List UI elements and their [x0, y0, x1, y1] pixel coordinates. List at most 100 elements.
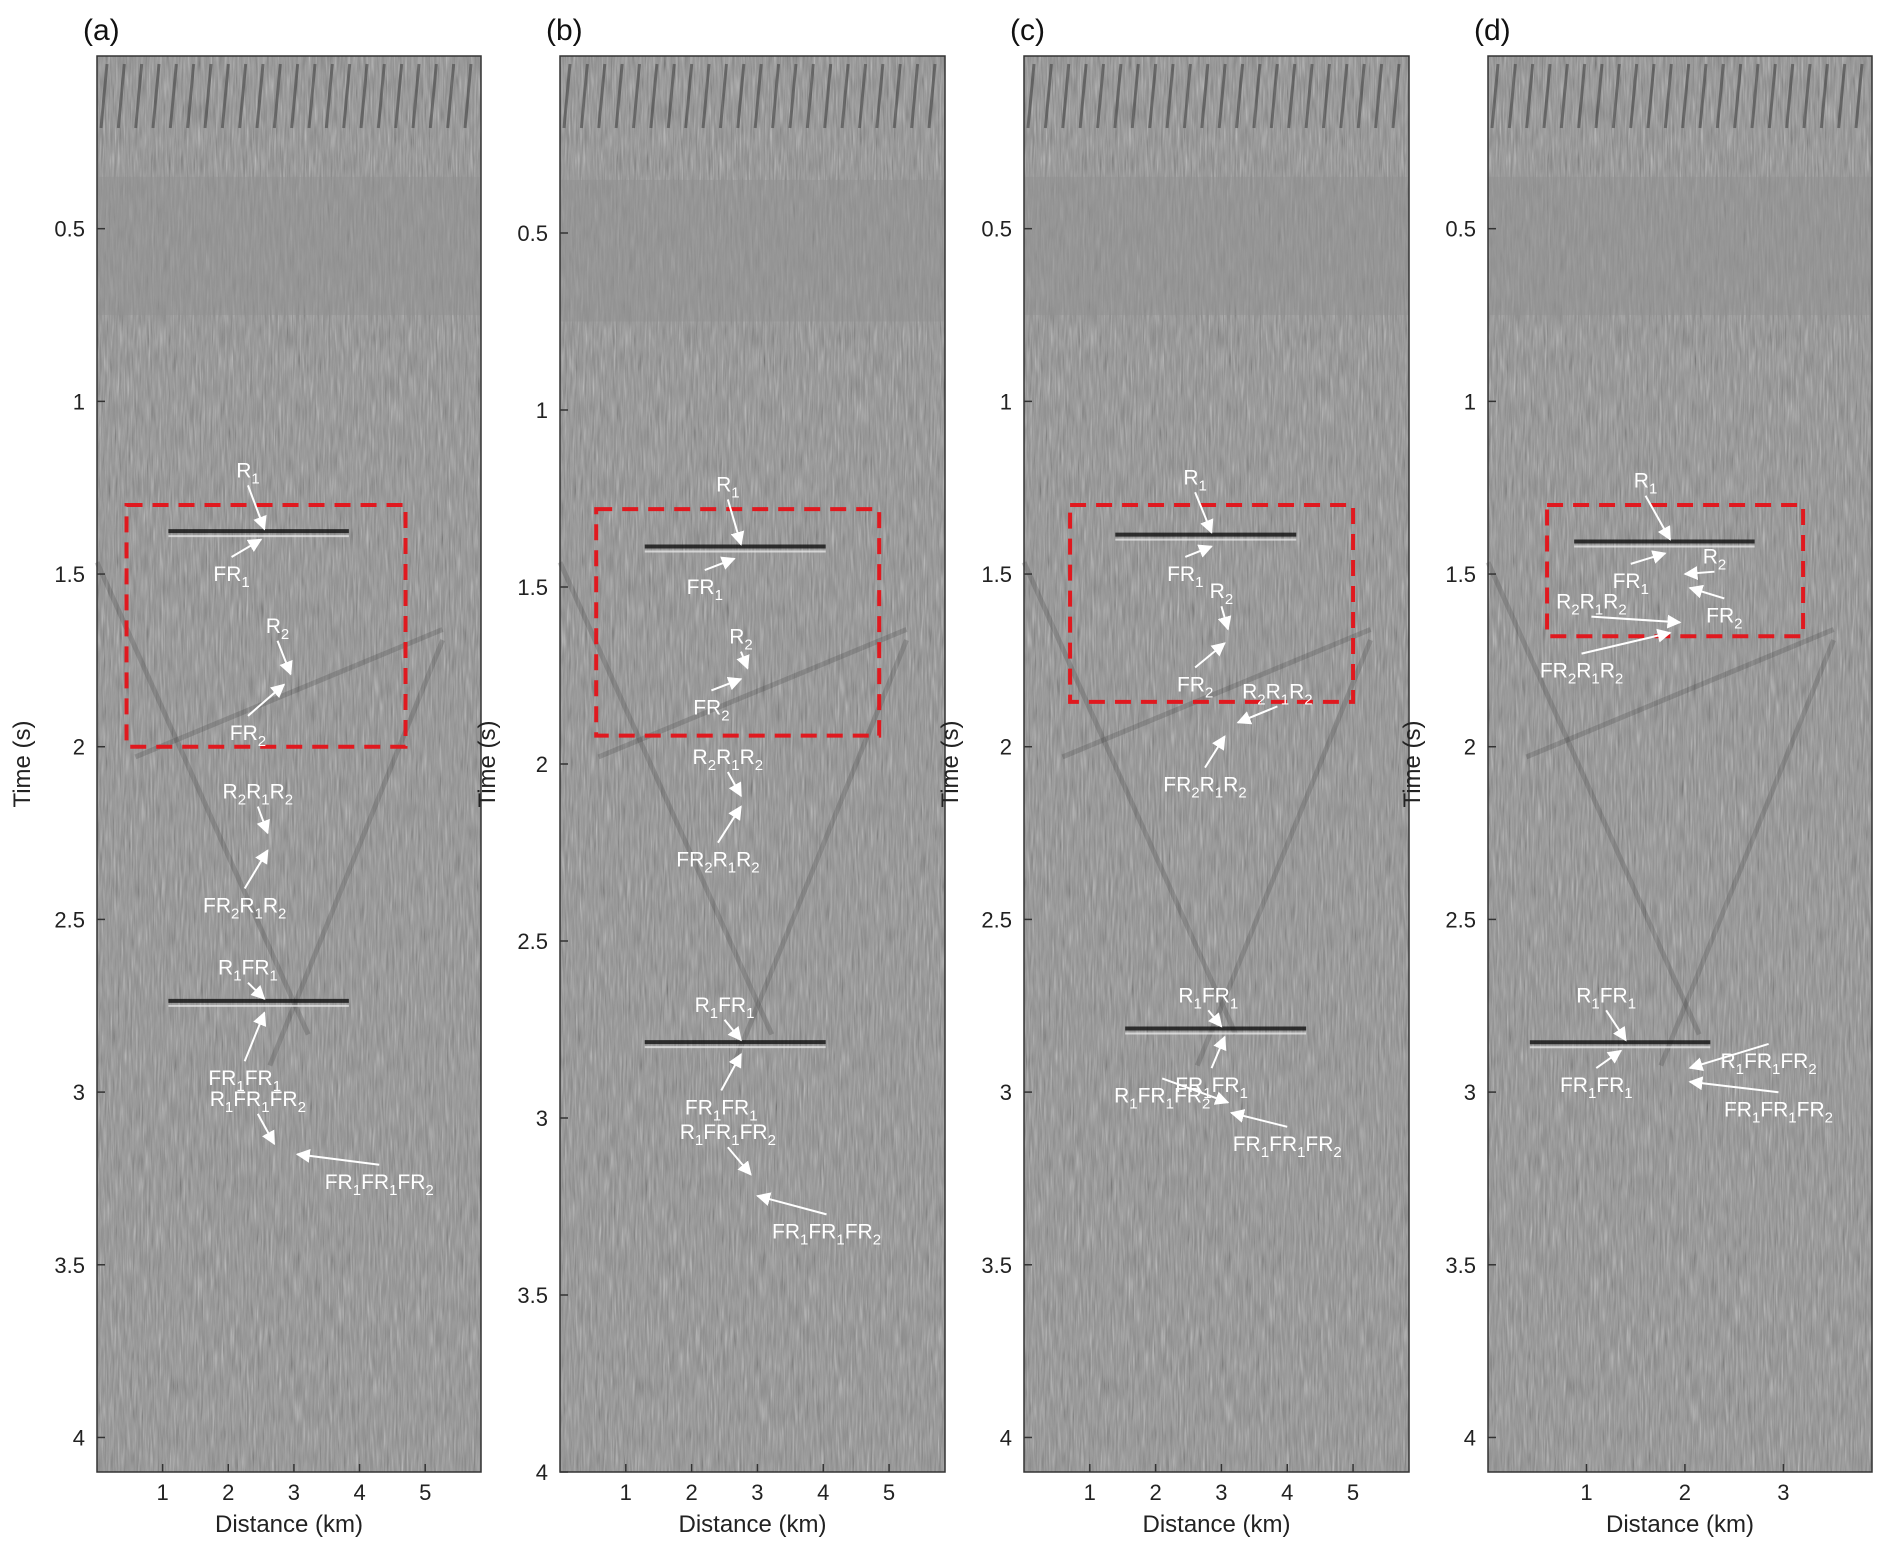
annotation-subscript: 1	[1195, 574, 1203, 591]
annotation-subscript: 2	[1191, 785, 1199, 802]
annotation-label: FR2	[693, 696, 729, 724]
y-tick-label: 3	[73, 1080, 85, 1105]
annotation-letter: FR	[1174, 1084, 1202, 1107]
annotation-label: R1	[716, 473, 740, 501]
annotation-letter: R	[693, 746, 708, 769]
dipping-event	[1485, 561, 1702, 1036]
annotation-letter: R	[1183, 466, 1198, 489]
y-tick-label: 1	[1000, 389, 1012, 414]
direct-wave-streak	[1542, 63, 1552, 129]
annotation-label: R1	[1183, 466, 1207, 494]
annotation-letter: FR	[1138, 1084, 1166, 1107]
annotation-letter: FR	[397, 1171, 425, 1194]
annotation-letter: R	[1703, 546, 1718, 569]
annotation-subscript: 2	[278, 906, 286, 923]
annotation-subscript: 1	[1788, 1109, 1796, 1126]
annotation-arrow	[247, 683, 286, 717]
annotation-subscript: 1	[270, 968, 278, 985]
annotation-label: R2	[266, 615, 290, 643]
y-tick-label: 4	[73, 1425, 85, 1450]
direct-wave-streak	[1715, 63, 1725, 129]
plot-frame	[96, 55, 482, 1473]
annotation-subscript: 2	[1808, 1061, 1816, 1078]
annotation-arrow	[1194, 491, 1214, 534]
annotation-letter: FR	[1233, 1133, 1261, 1156]
annotation-arrow	[1591, 614, 1682, 629]
direct-wave-streak	[736, 63, 746, 129]
annotation-label: R1	[236, 459, 260, 487]
annotation-subscript: 1	[261, 792, 269, 809]
annotation-letter: R	[236, 459, 251, 482]
annotation-subscript: 1	[1240, 1085, 1248, 1102]
direct-wave-streak	[428, 63, 438, 129]
direct-wave-streak	[1698, 63, 1708, 129]
annotation-subscript: 1	[731, 484, 739, 501]
annotation-subscript: 2	[285, 792, 293, 809]
x-tick-label: 2	[685, 1480, 697, 1505]
direct-wave-streak	[1681, 63, 1691, 129]
y-tick-label: 1	[536, 398, 548, 423]
annotation-subscript: 2	[755, 757, 763, 774]
annotation-subscript: 1	[1591, 671, 1599, 688]
direct-wave-streak	[666, 63, 676, 129]
dipping-event	[1021, 561, 1239, 1036]
direct-wave-streak	[1287, 63, 1297, 129]
y-tick-label: 2.5	[981, 907, 1012, 932]
direct-wave-streak	[1663, 63, 1673, 129]
annotation-letter: FR	[203, 895, 231, 918]
annotation-letter: FR	[1600, 984, 1628, 1007]
annotation-letter: FR	[703, 1121, 731, 1144]
annotation-label: FR2	[230, 722, 266, 750]
annotation-letter: FR	[1177, 673, 1205, 696]
annotation-letter: FR	[230, 722, 258, 745]
x-tick-label: 4	[353, 1480, 365, 1505]
y-axis-title: Time (s)	[474, 720, 501, 807]
annotation-subscript: 1	[1628, 995, 1636, 1012]
direct-wave-streak	[1061, 63, 1071, 129]
direct-wave-streak	[771, 63, 781, 129]
annotation-subscript: 2	[751, 860, 759, 877]
annotation-arrow	[723, 1019, 742, 1042]
annotation-subscript: 2	[1618, 602, 1626, 619]
annotation-arrow	[1688, 1042, 1769, 1071]
annotation-label: R1FR1	[218, 957, 278, 985]
x-axis-title: Distance (km)	[215, 1511, 363, 1538]
dipping-event	[730, 639, 909, 1067]
direct-wave-streak	[463, 63, 473, 129]
dipping-event	[1061, 627, 1372, 760]
annotation-subscript: 1	[1649, 481, 1657, 498]
y-tick-label: 1.5	[1445, 562, 1476, 587]
annotation-subscript: 1	[836, 1231, 844, 1248]
direct-wave-streak	[342, 63, 352, 129]
annotation-label: R2R1R2	[223, 781, 294, 809]
annotation-arrow	[717, 805, 742, 844]
annotation-arrow	[231, 538, 263, 558]
annotation-letter: R	[729, 626, 744, 649]
annotation-letter: FR	[685, 1096, 713, 1119]
direct-wave-streak	[823, 63, 833, 129]
x-tick-label: 1	[157, 1480, 169, 1505]
direct-wave-streak	[1611, 63, 1621, 129]
x-axis-title: Distance (km)	[1606, 1511, 1754, 1538]
annotation-arrow	[1217, 605, 1232, 631]
y-tick-label: 0.5	[517, 221, 548, 246]
direct-wave-streak	[359, 63, 369, 129]
annotation-letter: R	[1576, 660, 1591, 683]
annotation-subscript: 1	[261, 1099, 269, 1116]
annotation-label: FR1	[213, 563, 249, 591]
annotation-label: FR2R1R2	[1540, 660, 1623, 688]
annotation-arrow	[276, 640, 293, 676]
y-tick-label: 3	[1464, 1080, 1476, 1105]
direct-wave-streak	[927, 63, 937, 129]
annotation-subscript: 1	[1166, 1095, 1174, 1112]
direct-wave-streak	[1750, 63, 1760, 129]
annotation-letter: R	[223, 781, 238, 804]
direct-wave-streak	[1507, 63, 1517, 129]
annotation-subscript: 2	[873, 1231, 881, 1248]
direct-wave-streak	[1525, 63, 1535, 129]
annotation-subscript: 1	[389, 1182, 397, 1199]
quiet-zone	[560, 179, 945, 322]
annotation-letter: FR	[687, 576, 715, 599]
